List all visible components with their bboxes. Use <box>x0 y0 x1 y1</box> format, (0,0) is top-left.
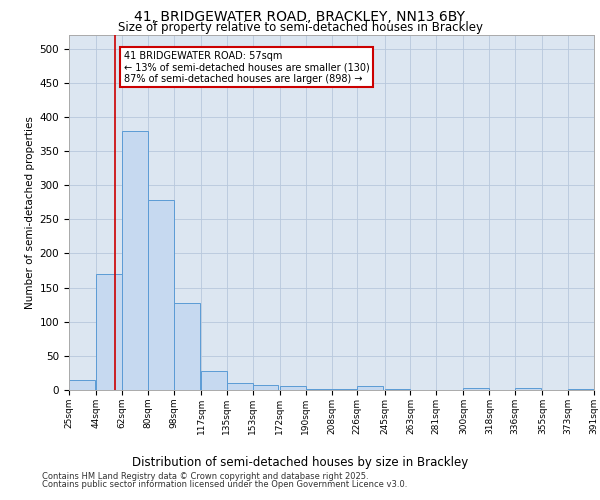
Bar <box>201 371 227 390</box>
Bar <box>253 385 278 390</box>
Bar <box>227 383 253 390</box>
Text: 41, BRIDGEWATER ROAD, BRACKLEY, NN13 6BY: 41, BRIDGEWATER ROAD, BRACKLEY, NN13 6BY <box>134 10 466 24</box>
Bar <box>515 388 541 390</box>
Y-axis label: Number of semi-detached properties: Number of semi-detached properties <box>25 116 35 309</box>
Bar <box>358 386 383 390</box>
Bar <box>463 388 489 390</box>
Bar <box>69 380 95 390</box>
Text: Contains public sector information licensed under the Open Government Licence v3: Contains public sector information licen… <box>42 480 407 489</box>
Text: Contains HM Land Registry data © Crown copyright and database right 2025.: Contains HM Land Registry data © Crown c… <box>42 472 368 481</box>
Text: 41 BRIDGEWATER ROAD: 57sqm
← 13% of semi-detached houses are smaller (130)
87% o: 41 BRIDGEWATER ROAD: 57sqm ← 13% of semi… <box>124 50 369 84</box>
Bar <box>174 302 200 390</box>
Bar <box>96 274 122 390</box>
Text: Distribution of semi-detached houses by size in Brackley: Distribution of semi-detached houses by … <box>132 456 468 469</box>
Bar <box>148 200 174 390</box>
Bar <box>122 130 148 390</box>
Bar <box>280 386 305 390</box>
Text: Size of property relative to semi-detached houses in Brackley: Size of property relative to semi-detach… <box>118 21 482 34</box>
